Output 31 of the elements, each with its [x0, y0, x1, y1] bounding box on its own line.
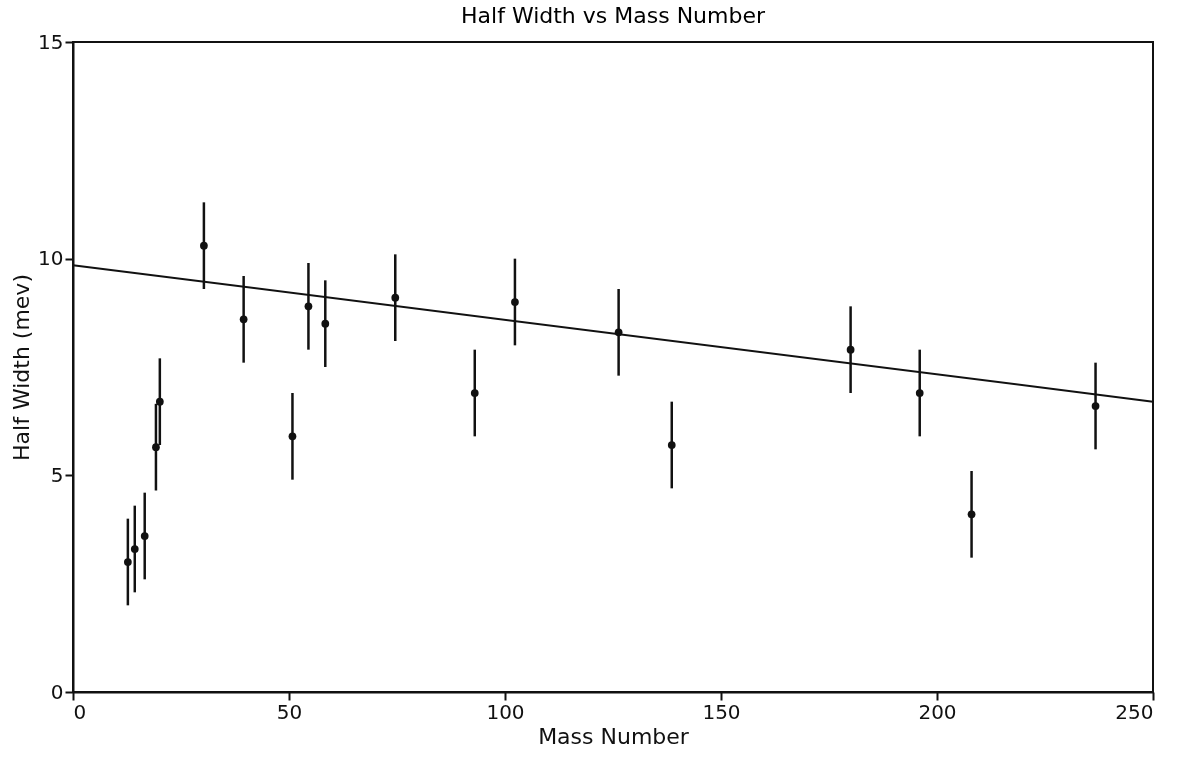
x-tick-label: 50 [276, 699, 303, 724]
point [239, 315, 248, 324]
point [1091, 402, 1100, 410]
point [667, 441, 676, 449]
point [155, 397, 164, 406]
point [391, 293, 400, 302]
point [915, 389, 924, 397]
y-tick-label: 5 [50, 462, 64, 487]
point [967, 510, 976, 519]
point [152, 443, 160, 452]
point [200, 241, 208, 250]
point [304, 302, 313, 311]
y-tick-label: 10 [38, 246, 64, 271]
x-tick-label: 200 [918, 699, 957, 724]
x-tick-label: 0 [73, 699, 87, 724]
point [288, 432, 297, 441]
y-tick-label: 15 [38, 29, 64, 54]
point [123, 558, 132, 566]
x-tick-label: 150 [702, 699, 741, 724]
y-axis-title: Half Width (mev) [9, 274, 35, 461]
point [130, 545, 139, 553]
point [470, 389, 479, 397]
x-tick-label: 100 [486, 699, 525, 724]
point [321, 319, 330, 328]
chart-title: Half Width vs Mass Number [460, 3, 766, 28]
point [140, 532, 149, 540]
point [846, 345, 855, 354]
x-tick-label: 250 [1115, 699, 1154, 724]
point [511, 298, 519, 306]
y-tick-label: 0 [50, 679, 64, 704]
x-axis-title: Mass Number [538, 723, 690, 749]
